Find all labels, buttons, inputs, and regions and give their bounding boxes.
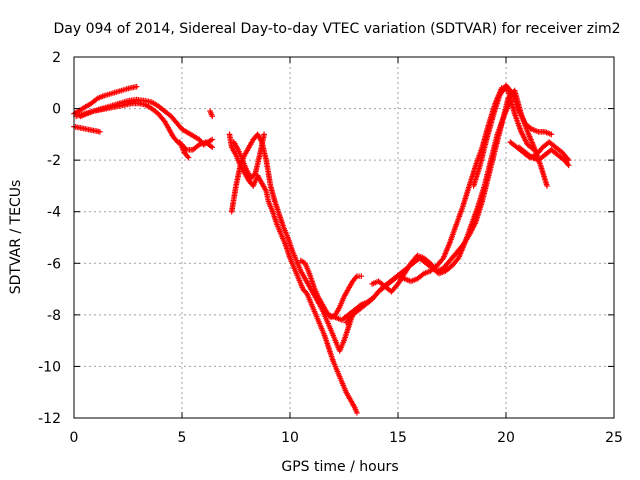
y-tick-label: -10 (38, 359, 61, 375)
series-s13 (369, 87, 550, 295)
data-point (358, 273, 365, 279)
x-tick-labels: 0 5 10 15 20 25 (70, 430, 623, 446)
series-s8 (228, 131, 360, 354)
y-tick-labels: 2 0 -2 -4 -6 -8 -10 -12 (38, 50, 61, 427)
y-tick-label: -2 (47, 153, 61, 169)
axis-ticks (73, 56, 615, 419)
data-points (71, 82, 572, 416)
y-tick-label: 2 (52, 50, 61, 66)
plot-frame (73, 56, 615, 419)
series-s4 (77, 100, 216, 153)
x-tick-label: 10 (281, 430, 299, 446)
chart-title: Day 094 of 2014, Sidereal Day-to-day VTE… (54, 21, 621, 37)
y-tick-label: 0 (52, 102, 61, 118)
data-point (261, 131, 267, 138)
series-s16 (470, 82, 555, 189)
data-point (548, 131, 555, 138)
series-s2 (71, 83, 140, 117)
x-tick-label: 5 (178, 430, 187, 446)
y-tick-label: -8 (47, 308, 61, 324)
y-tick-label: -6 (47, 256, 61, 272)
data-point (209, 144, 216, 151)
series-s15 (516, 144, 572, 169)
data-point (97, 128, 103, 135)
y-axis-label: SDTVAR / TECUs (8, 180, 24, 295)
data-point (209, 113, 216, 120)
series-s9 (231, 131, 267, 181)
series-s6 (207, 108, 216, 120)
x-tick-label: 15 (389, 430, 407, 446)
y-tick-label: -12 (38, 411, 61, 427)
data-point (565, 162, 572, 169)
data-point (354, 410, 360, 416)
series-s12 (343, 85, 537, 326)
series-s7 (226, 131, 360, 416)
y-tick-label: -4 (47, 205, 61, 221)
series-s1 (71, 123, 103, 135)
data-point (133, 83, 140, 90)
x-tick-label: 20 (497, 430, 515, 446)
x-axis-label: GPS time / hours (281, 459, 398, 475)
series-s5 (177, 139, 192, 161)
data-point (544, 183, 550, 189)
data-point (209, 136, 216, 143)
x-tick-label: 0 (70, 430, 79, 446)
x-tick-label: 25 (605, 430, 623, 446)
data-point (185, 154, 192, 161)
